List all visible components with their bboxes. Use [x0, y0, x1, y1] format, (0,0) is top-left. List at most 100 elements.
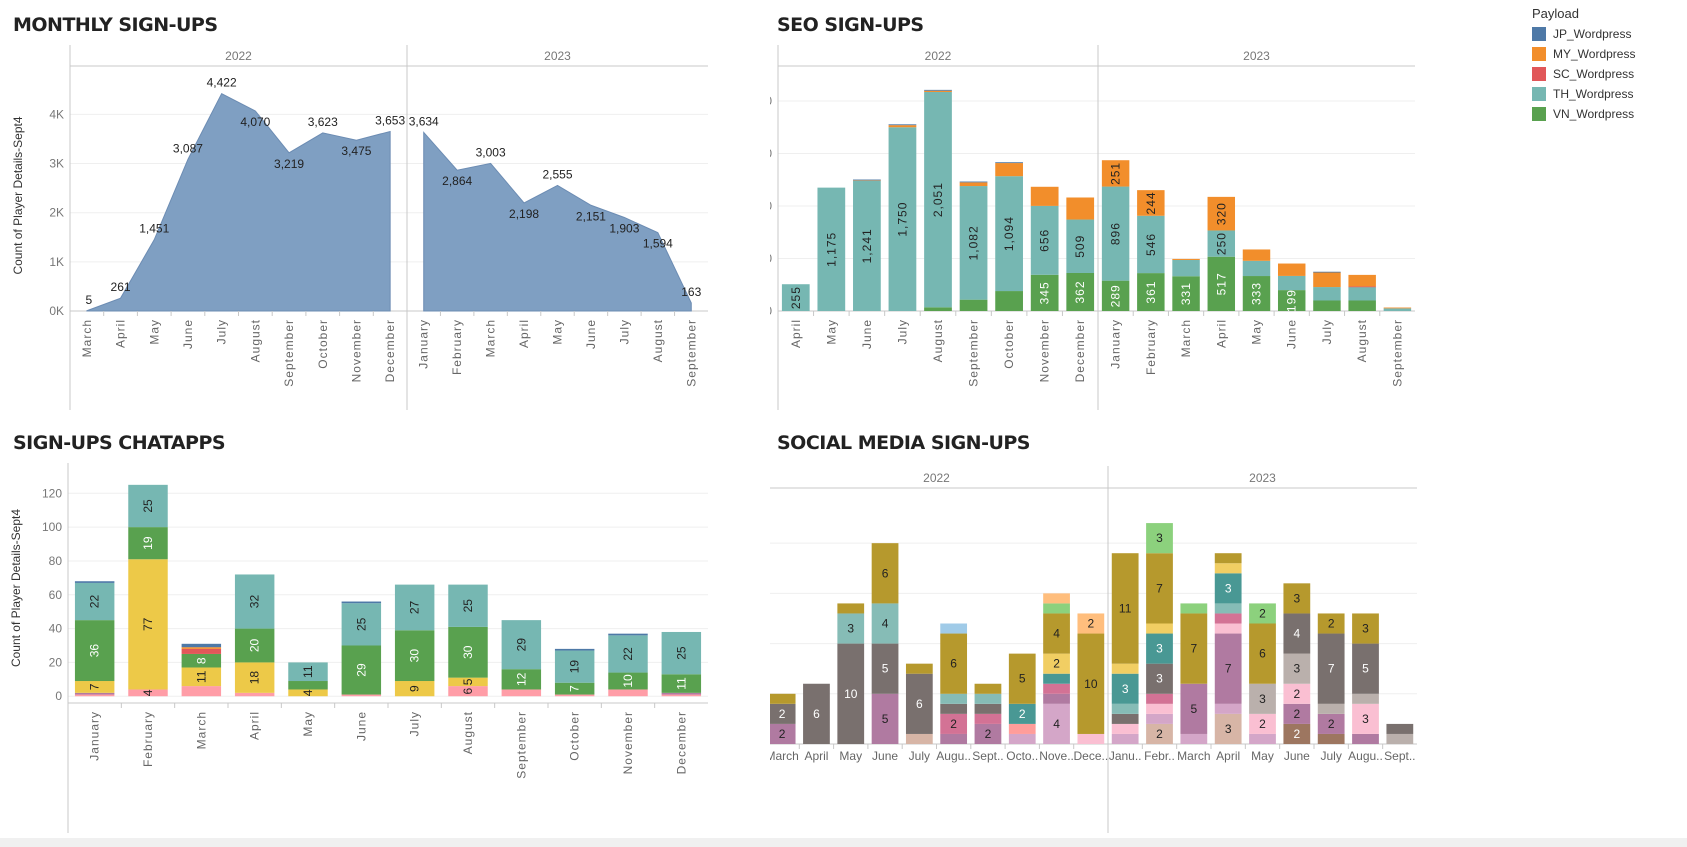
bar-segment	[1043, 593, 1070, 604]
sc-swatch-icon	[1532, 67, 1546, 81]
bar-segment	[1077, 733, 1105, 744]
bar-segment	[940, 623, 968, 634]
bar-segment	[974, 713, 1002, 724]
segment-label: 4	[141, 689, 155, 696]
segment-label: 251	[1109, 162, 1123, 185]
segment-label: 2	[1259, 606, 1266, 620]
segment-label: 5	[1190, 702, 1197, 716]
bar-segment	[1352, 613, 1379, 644]
legend-item-jp[interactable]: JP_Wordpress	[1532, 24, 1635, 44]
segment-label: 3	[1156, 642, 1163, 656]
bar-segment	[554, 682, 595, 695]
x-tick-label: September	[967, 319, 981, 387]
segment-label: 345	[1038, 281, 1052, 304]
x-tick-label: April	[1216, 749, 1240, 763]
bar-segment	[995, 176, 1023, 292]
bar-segment	[1207, 196, 1236, 231]
segment-label: 2	[1019, 707, 1026, 721]
data-label: 3,623	[308, 115, 338, 129]
legend-label: JP_Wordpress	[1553, 27, 1632, 41]
bar-segment	[1214, 563, 1242, 574]
segment-label: 6	[461, 688, 475, 695]
bar-segment	[1249, 713, 1276, 734]
bar-segment	[1030, 205, 1059, 275]
bar-segment	[1043, 613, 1070, 654]
y-tick-label: 0	[55, 689, 62, 703]
bar-segment	[888, 127, 917, 311]
bar-segment	[1242, 260, 1271, 277]
segment-label: 331	[1179, 282, 1193, 305]
legend-item-my[interactable]: MY_Wordpress	[1532, 44, 1635, 64]
bar-segment	[234, 628, 275, 663]
bar-segment	[1137, 273, 1165, 311]
dashboard-footer-strip	[0, 838, 1687, 847]
bar-segment	[1101, 186, 1130, 281]
bar-segment	[888, 125, 917, 128]
bar-segment	[837, 643, 865, 744]
data-label: 3,219	[274, 157, 304, 171]
x-tick-label: April	[114, 319, 128, 348]
segment-label: 2	[1088, 617, 1095, 631]
segment-label: 29	[514, 638, 528, 652]
bar-segment	[1077, 633, 1105, 734]
bar-segment	[1352, 733, 1379, 744]
legend-label: MY_Wordpress	[1553, 47, 1636, 61]
payload-legend[interactable]: Payload JP_Wordpress MY_Wordpress SC_Wor…	[1532, 6, 1635, 124]
x-tick-label: March	[80, 319, 94, 357]
year-header-label: 2023	[1243, 49, 1270, 63]
bar-segment	[501, 689, 542, 697]
bar-segment	[1313, 271, 1341, 273]
segment-label: 4	[1293, 627, 1300, 641]
bar-segment	[74, 582, 115, 621]
segment-label: 3	[1293, 662, 1300, 676]
x-tick-label: May	[839, 749, 862, 763]
segment-label: 3	[1225, 581, 1232, 595]
y-tick-label: 500	[770, 252, 772, 266]
monthly-signups-title: MONTHLY SIGN-UPS	[13, 14, 218, 36]
bar-segment	[1317, 733, 1345, 744]
year-header-label: 2022	[925, 49, 952, 63]
year-header-label: 2022	[923, 471, 950, 485]
y-tick-label: 4K	[49, 107, 64, 121]
bar-segment	[1180, 733, 1208, 744]
bar-segment	[959, 182, 988, 187]
x-tick-label: February	[141, 711, 155, 767]
bar-segment	[871, 693, 899, 744]
y-tick-label: 1000	[770, 199, 772, 213]
bar-segment	[1146, 723, 1173, 744]
bar-segment	[924, 91, 952, 308]
bar-segment	[1172, 276, 1200, 311]
y-tick-label: 60	[49, 588, 63, 602]
bar-segment	[959, 181, 988, 183]
bar-segment	[837, 603, 865, 614]
segment-label: 25	[674, 646, 688, 660]
segment-label: 3	[1156, 672, 1163, 686]
bar-segment	[1283, 703, 1311, 724]
bar-segment	[1313, 287, 1341, 301]
legend-item-th[interactable]: TH_Wordpress	[1532, 84, 1635, 104]
vn-swatch-icon	[1532, 107, 1546, 121]
bar-segment	[974, 693, 1002, 704]
bar-segment	[940, 633, 968, 694]
x-tick-label: July	[895, 319, 909, 344]
x-tick-label: Augu..	[936, 749, 971, 763]
segment-label: 3	[1293, 591, 1300, 605]
bar-segment	[1283, 653, 1311, 684]
bar-segment	[1386, 733, 1414, 744]
x-tick-label: February	[450, 319, 464, 375]
segment-label: 7	[1190, 642, 1197, 656]
segment-label: 2	[1293, 687, 1300, 701]
legend-item-vn[interactable]: VN_Wordpress	[1532, 104, 1635, 124]
bar-segment	[853, 180, 881, 311]
bar-segment	[661, 674, 702, 693]
segment-label: 255	[789, 286, 803, 309]
legend-label: SC_Wordpress	[1553, 67, 1635, 81]
y-tick-label: 20	[49, 655, 63, 669]
bar-segment	[1352, 643, 1379, 694]
data-label: 3,087	[173, 141, 203, 155]
x-tick-label: April	[248, 711, 262, 740]
bar-segment	[128, 559, 168, 690]
bar-segment	[853, 179, 881, 181]
bar-segment	[1249, 623, 1276, 684]
legend-item-sc[interactable]: SC_Wordpress	[1532, 64, 1635, 84]
